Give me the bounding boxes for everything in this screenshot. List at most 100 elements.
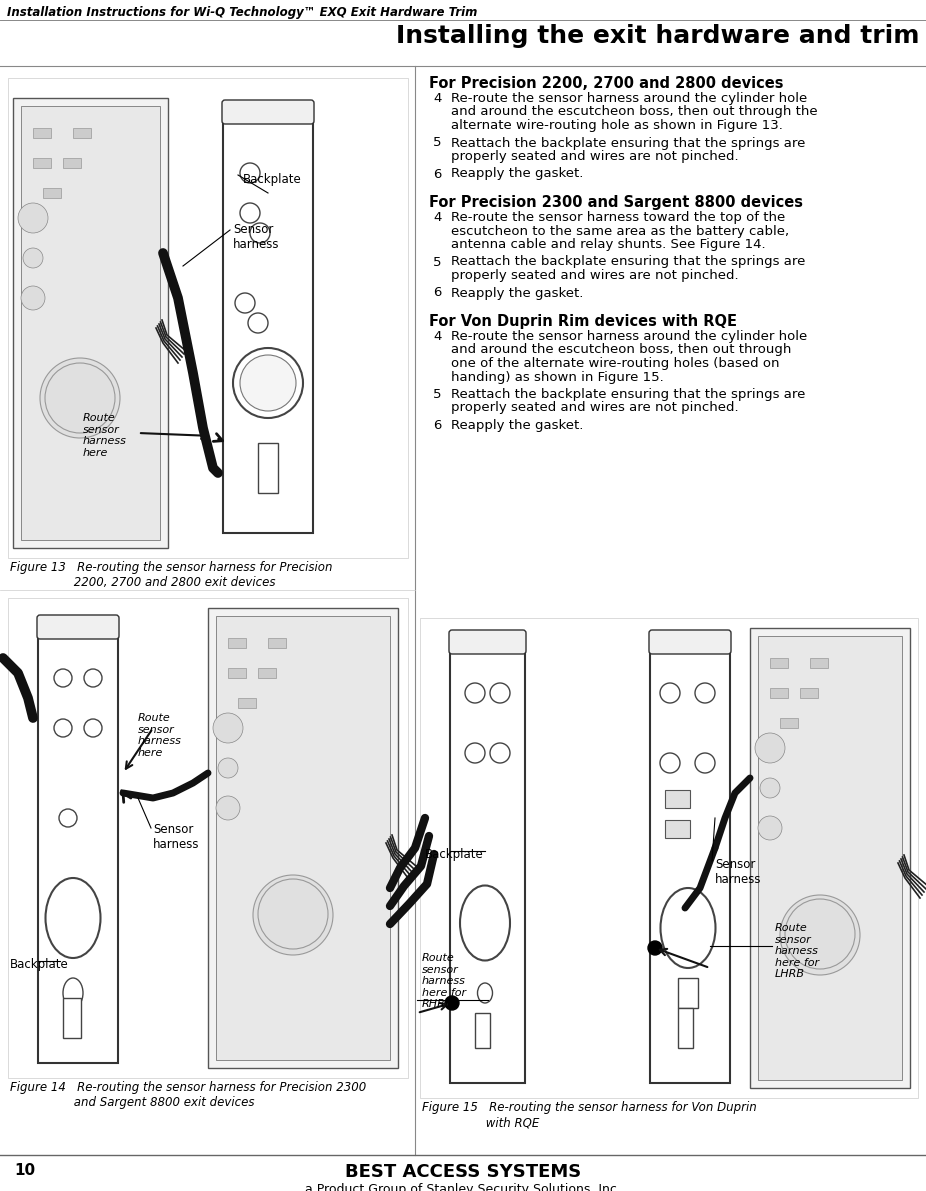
- Bar: [228, 638, 246, 648]
- Circle shape: [54, 719, 72, 737]
- FancyBboxPatch shape: [649, 630, 731, 654]
- Circle shape: [258, 879, 328, 949]
- Text: properly seated and wires are not pinched.: properly seated and wires are not pinche…: [451, 401, 739, 414]
- Circle shape: [59, 809, 77, 827]
- Text: Figure 14   Re-routing the sensor harness for Precision 2300
                 an: Figure 14 Re-routing the sensor harness …: [10, 1081, 367, 1109]
- Bar: [238, 698, 256, 707]
- Circle shape: [490, 682, 510, 703]
- Bar: [33, 158, 51, 168]
- Circle shape: [445, 996, 459, 1010]
- Circle shape: [758, 816, 782, 840]
- Text: BEST ACCESS SYSTEMS: BEST ACCESS SYSTEMS: [344, 1162, 582, 1181]
- Text: Re-route the sensor harness around the cylinder hole: Re-route the sensor harness around the c…: [451, 92, 807, 105]
- Ellipse shape: [45, 878, 101, 958]
- Ellipse shape: [460, 885, 510, 960]
- Text: Route
sensor
harness
here: Route sensor harness here: [138, 713, 181, 757]
- Circle shape: [23, 248, 43, 268]
- Bar: [420, 618, 918, 1098]
- Bar: [475, 1014, 490, 1048]
- Bar: [216, 616, 390, 1060]
- Circle shape: [780, 894, 860, 975]
- Text: 4: 4: [433, 330, 442, 343]
- Text: and around the escutcheon boss, then out through the: and around the escutcheon boss, then out…: [451, 106, 818, 118]
- Circle shape: [240, 202, 260, 223]
- Ellipse shape: [660, 888, 716, 968]
- Text: Reapply the gasket.: Reapply the gasket.: [451, 168, 583, 181]
- Bar: [63, 998, 81, 1039]
- Bar: [800, 688, 818, 698]
- Bar: [33, 127, 51, 138]
- Ellipse shape: [478, 983, 493, 1003]
- Circle shape: [240, 163, 260, 183]
- Circle shape: [54, 669, 72, 687]
- Circle shape: [248, 313, 268, 333]
- Circle shape: [240, 355, 296, 411]
- Text: one of the alternate wire-routing holes (based on: one of the alternate wire-routing holes …: [451, 357, 780, 370]
- Text: Reapply the gasket.: Reapply the gasket.: [451, 419, 583, 432]
- Bar: [208, 607, 398, 1068]
- Bar: [223, 102, 313, 534]
- Circle shape: [21, 286, 45, 310]
- Bar: [770, 688, 788, 698]
- FancyBboxPatch shape: [222, 100, 314, 124]
- Text: 5: 5: [433, 256, 442, 268]
- Text: Route
sensor
harness
here for
RHRB: Route sensor harness here for RHRB: [422, 953, 466, 1010]
- Bar: [678, 978, 698, 1008]
- Circle shape: [695, 753, 715, 773]
- Text: For Precision 2200, 2700 and 2800 devices: For Precision 2200, 2700 and 2800 device…: [429, 76, 783, 91]
- Bar: [258, 443, 278, 493]
- Bar: [8, 598, 408, 1078]
- Text: alternate wire-routing hole as shown in Figure 13.: alternate wire-routing hole as shown in …: [451, 119, 782, 132]
- Ellipse shape: [63, 978, 83, 1008]
- Bar: [258, 668, 276, 678]
- Bar: [43, 188, 61, 198]
- Circle shape: [465, 682, 485, 703]
- Text: Re-route the sensor harness around the cylinder hole: Re-route the sensor harness around the c…: [451, 330, 807, 343]
- Circle shape: [18, 202, 48, 233]
- Circle shape: [40, 358, 120, 438]
- Circle shape: [84, 669, 102, 687]
- Text: Sensor
harness: Sensor harness: [153, 823, 199, 852]
- Text: escutcheon to the same area as the battery cable,: escutcheon to the same area as the batte…: [451, 224, 789, 237]
- Circle shape: [233, 348, 303, 418]
- FancyBboxPatch shape: [449, 630, 526, 654]
- Text: Installation Instructions for Wi-Q Technology™ EXQ Exit Hardware Trim: Installation Instructions for Wi-Q Techn…: [7, 6, 478, 19]
- Bar: [810, 657, 828, 668]
- Text: Reapply the gasket.: Reapply the gasket.: [451, 287, 583, 299]
- Circle shape: [235, 293, 255, 313]
- Text: 6: 6: [433, 287, 442, 299]
- Bar: [678, 1008, 693, 1048]
- Circle shape: [253, 875, 333, 955]
- Bar: [758, 636, 902, 1080]
- Circle shape: [648, 941, 662, 955]
- Text: Backplate: Backplate: [243, 173, 302, 186]
- Bar: [780, 718, 798, 728]
- Circle shape: [660, 753, 680, 773]
- Text: 10: 10: [14, 1162, 35, 1178]
- Circle shape: [216, 796, 240, 819]
- Circle shape: [695, 682, 715, 703]
- Text: For Von Duprin Rim devices with RQE: For Von Duprin Rim devices with RQE: [429, 314, 737, 329]
- Circle shape: [785, 899, 855, 969]
- Circle shape: [490, 743, 510, 763]
- Text: Reattach the backplate ensuring that the springs are: Reattach the backplate ensuring that the…: [451, 137, 806, 150]
- Text: 5: 5: [433, 137, 442, 150]
- Text: Route
sensor
harness
here: Route sensor harness here: [83, 413, 127, 457]
- Circle shape: [755, 732, 785, 763]
- Bar: [450, 632, 525, 1083]
- Circle shape: [45, 363, 115, 434]
- Text: and around the escutcheon boss, then out through: and around the escutcheon boss, then out…: [451, 343, 792, 356]
- Circle shape: [213, 713, 243, 743]
- Text: Reattach the backplate ensuring that the springs are: Reattach the backplate ensuring that the…: [451, 256, 806, 268]
- Circle shape: [760, 778, 780, 798]
- Text: properly seated and wires are not pinched.: properly seated and wires are not pinche…: [451, 150, 739, 163]
- Text: Backplate: Backplate: [10, 958, 69, 971]
- Text: 6: 6: [433, 168, 442, 181]
- Text: 5: 5: [433, 388, 442, 401]
- Bar: [228, 668, 246, 678]
- Text: Figure 13   Re-routing the sensor harness for Precision
                 2200, 2: Figure 13 Re-routing the sensor harness …: [10, 561, 332, 590]
- Bar: [268, 638, 286, 648]
- Text: Sensor
harness: Sensor harness: [715, 858, 761, 886]
- Text: a Product Group of Stanley Security Solutions, Inc.: a Product Group of Stanley Security Solu…: [305, 1183, 621, 1191]
- Text: 4: 4: [433, 92, 442, 105]
